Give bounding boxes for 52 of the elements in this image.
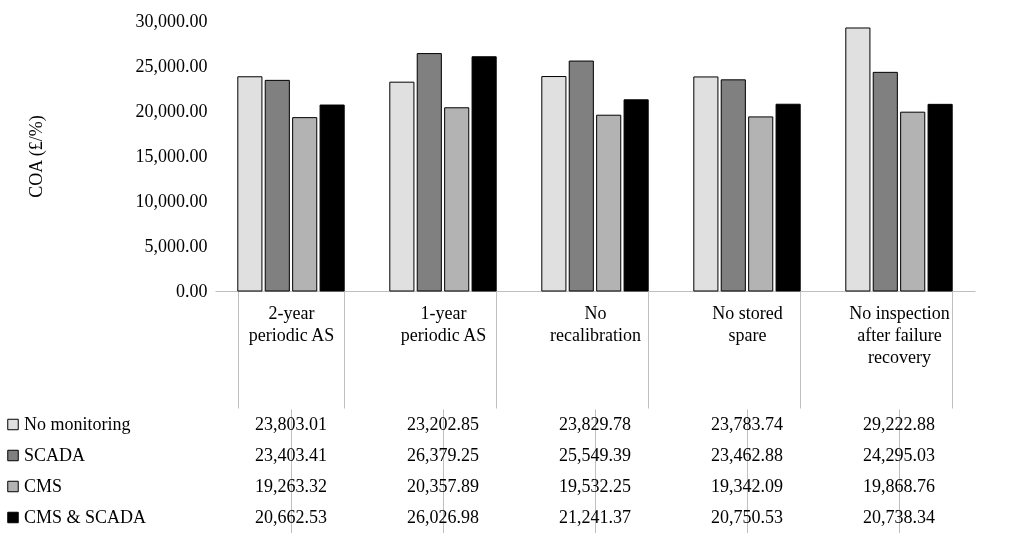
bar (927, 103, 953, 292)
data-label: 25,549.39 (559, 444, 631, 465)
data-label: 24,295.03 (863, 444, 935, 465)
bar (693, 76, 719, 292)
x-tick-label: No recalibration (550, 302, 641, 345)
y-tick-label: 10,000.00 (135, 190, 208, 211)
data-label: 23,803.01 (255, 413, 327, 434)
data-label: 19,868.76 (863, 475, 935, 496)
data-label: 19,342.09 (711, 475, 783, 496)
bar (264, 79, 290, 292)
bar (541, 76, 567, 292)
data-label: 23,783.74 (711, 413, 783, 434)
bar (623, 99, 649, 292)
data-label: 23,202.85 (407, 413, 479, 434)
bar (319, 104, 345, 292)
data-label: 20,738.34 (863, 506, 935, 527)
y-tick-label: 5,000.00 (144, 235, 208, 256)
legend-label: CMS & SCADA (24, 506, 147, 527)
y-tick-label: 15,000.00 (135, 145, 208, 166)
legend-label: SCADA (24, 444, 86, 465)
y-tick-label: 0.00 (176, 280, 208, 301)
bar (720, 79, 746, 292)
bar (237, 76, 263, 292)
y-tick-label: 25,000.00 (135, 55, 208, 76)
bar (845, 27, 871, 292)
y-tick-label: 30,000.00 (135, 10, 208, 31)
data-label: 20,662.53 (255, 506, 327, 527)
legend-label: No monitoring (24, 413, 131, 434)
bar (775, 103, 801, 292)
x-tick-label: No stored spare (712, 302, 783, 345)
data-label: 26,379.25 (407, 444, 479, 465)
data-label: 23,829.78 (559, 413, 631, 434)
data-label: 29,222.88 (863, 413, 935, 434)
data-label: 26,026.98 (407, 506, 479, 527)
y-axis-title: COA (£/%) (25, 115, 47, 198)
x-tick-label: 1-year periodic AS (400, 302, 487, 345)
x-tick-label: No inspection after failure recovery (849, 302, 950, 367)
x-tick-label: 2-year periodic AS (248, 302, 335, 345)
data-label: 21,241.37 (559, 506, 631, 527)
y-tick-label: 20,000.00 (135, 100, 208, 121)
bar (568, 60, 594, 292)
data-label: 23,403.41 (255, 444, 327, 465)
data-label: 20,357.89 (407, 475, 479, 496)
data-label: 20,750.53 (711, 506, 783, 527)
legend-label: CMS (24, 475, 63, 496)
data-label: 19,532.25 (559, 475, 631, 496)
data-label: 23,462.88 (711, 444, 783, 465)
data-label: 19,263.32 (255, 475, 327, 496)
bar (389, 81, 415, 292)
bar (471, 56, 497, 292)
bar (872, 71, 898, 292)
bar (416, 53, 442, 292)
